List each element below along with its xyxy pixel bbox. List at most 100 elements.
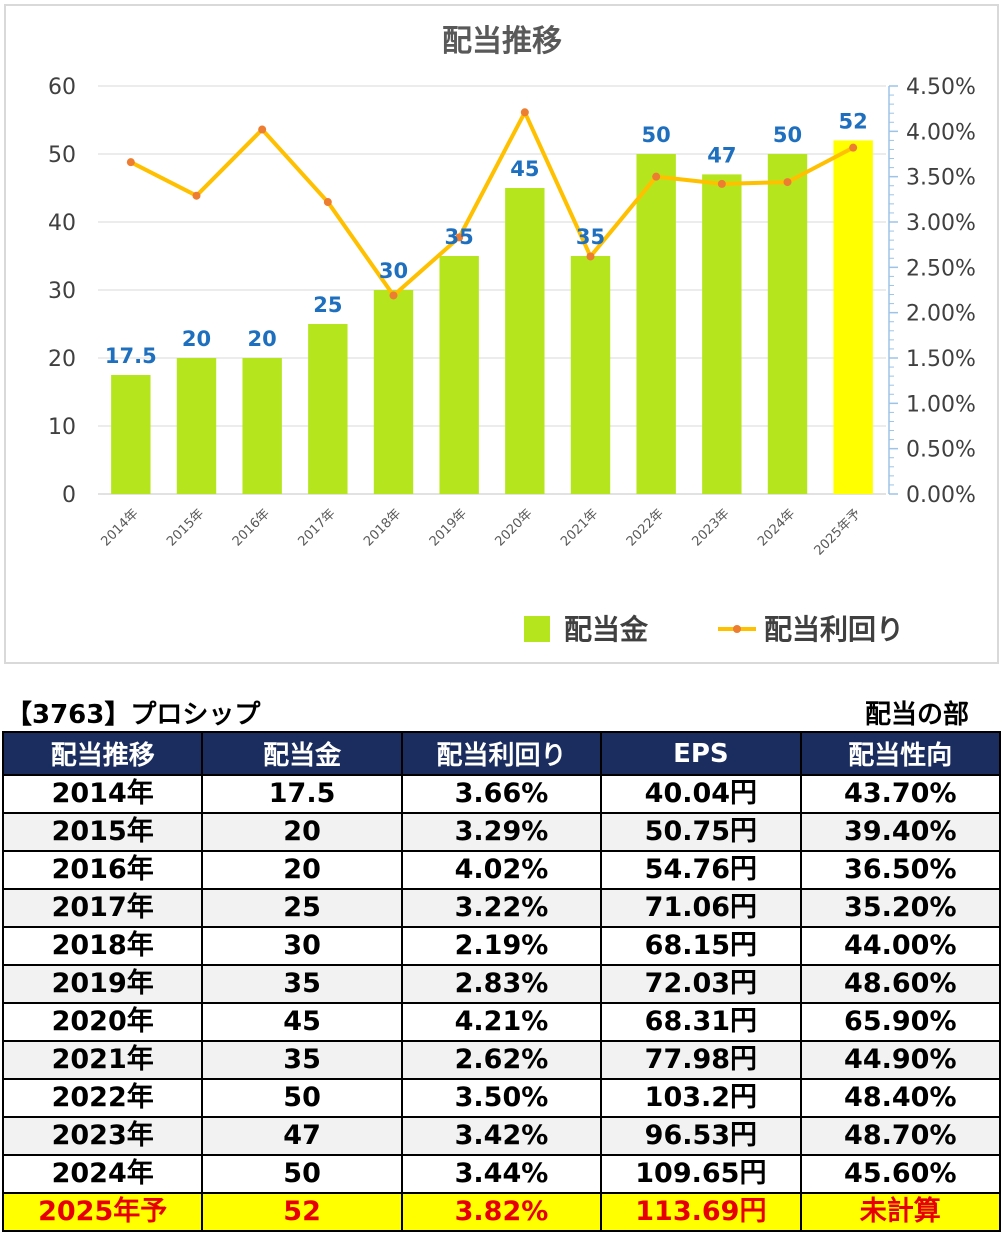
cell-year: 2021年 [1, 1040, 204, 1080]
cell-dividend: 35 [201, 964, 403, 1004]
cell-dividend: 20 [201, 850, 403, 890]
cell-year: 2016年 [1, 850, 204, 890]
cell-dividend: 25 [201, 888, 403, 928]
cell-yield: 3.29% [400, 812, 603, 852]
y-left-tick-label: 0 [62, 483, 76, 508]
cell-eps: 54.76円 [600, 850, 802, 890]
y-left-tick-label: 50 [48, 143, 76, 168]
cell-eps: 72.03円 [600, 964, 802, 1004]
bar [111, 375, 151, 494]
yield-point [192, 191, 201, 200]
cell-payout: 39.40% [799, 812, 1002, 852]
bar-data-label: 52 [839, 109, 868, 133]
y-left-tick-label: 40 [48, 211, 76, 236]
header-year: 配当推移 [1, 731, 204, 776]
cell-eps: 71.06円 [600, 888, 802, 928]
cell-year: 2022年 [1, 1078, 204, 1118]
cell-yield: 2.62% [400, 1040, 603, 1080]
cell-yield: 3.42% [400, 1116, 603, 1156]
x-tick-label: 2024年 [755, 506, 798, 549]
y-right-tick-label: 1.00% [906, 392, 976, 417]
cell-yield: 3.82% [400, 1192, 603, 1232]
cell-year: 2018年 [1, 926, 204, 966]
cell-eps: 68.31円 [600, 1002, 802, 1042]
header-dividend: 配当金 [201, 731, 403, 776]
bar-data-label: 25 [313, 293, 342, 317]
x-tick-label: 2017年 [295, 506, 338, 549]
bar-data-label: 45 [510, 157, 539, 181]
y-right-tick-label: 0.00% [906, 483, 976, 508]
cell-yield: 3.44% [400, 1154, 603, 1194]
yield-point [455, 233, 464, 242]
yield-point [520, 108, 529, 117]
table-row: 2016年 20 4.02% 54.76円 36.50% [1, 850, 1002, 890]
x-tick-label: 2023年 [689, 506, 732, 549]
cell-yield: 4.02% [400, 850, 603, 890]
cell-yield: 3.66% [400, 774, 603, 814]
x-tick-label: 2015年 [164, 506, 207, 549]
yield-point [652, 172, 661, 181]
x-tick-label: 2018年 [361, 506, 404, 549]
table-row-forecast: 2025年予 52 3.82% 113.69円 未計算 [1, 1192, 1002, 1232]
x-tick-label: 2025年予 [812, 506, 864, 558]
cell-payout: 48.60% [799, 964, 1002, 1004]
y-right-tick-label: 1.50% [906, 347, 976, 372]
bar [308, 324, 348, 494]
x-tick-label: 2014年 [98, 506, 141, 549]
cell-year: 2017年 [1, 888, 204, 928]
cell-dividend: 50 [201, 1154, 403, 1194]
table-body: 2014年 17.5 3.66% 40.04円 43.70% 2015年 20 3.29% 50… [1, 774, 1002, 1232]
cell-payout: 36.50% [799, 850, 1002, 890]
bar [439, 256, 479, 494]
cell-year: 2015年 [1, 812, 204, 852]
cell-dividend: 47 [201, 1116, 403, 1156]
cell-dividend: 35 [201, 1040, 403, 1080]
cell-year: 2025年予 [1, 1192, 204, 1232]
cell-year: 2020年 [1, 1002, 204, 1042]
x-tick-label: 2020年 [492, 506, 535, 549]
table-row: 2014年 17.5 3.66% 40.04円 43.70% [1, 774, 1002, 814]
y-right-tick-label: 0.50% [906, 438, 976, 463]
header-eps: EPS [600, 731, 802, 776]
cell-payout: 44.00% [799, 926, 1002, 966]
cell-eps: 77.98円 [600, 1040, 802, 1080]
y-right-tick-label: 3.50% [906, 166, 976, 191]
table-row: 2017年 25 3.22% 71.06円 35.20% [1, 888, 1002, 928]
cell-eps: 50.75円 [600, 812, 802, 852]
bar-data-label: 35 [445, 225, 474, 249]
table-row: 2023年 47 3.42% 96.53円 48.70% [1, 1116, 1002, 1156]
cell-payout: 45.60% [799, 1154, 1002, 1194]
bar [242, 358, 282, 494]
y-left-tick-label: 10 [48, 415, 76, 440]
legend-label-dividend: 配当金 [564, 613, 649, 646]
section-caption: 配当の部 [864, 700, 969, 730]
cell-payout: 48.70% [799, 1116, 1002, 1156]
x-tick-label: 2019年 [427, 506, 470, 549]
cell-payout: 48.40% [799, 1078, 1002, 1118]
y-right-tick-label: 3.00% [906, 211, 976, 236]
cell-payout: 43.70% [799, 774, 1002, 814]
y-left-tick-label: 30 [48, 279, 76, 304]
cell-yield: 2.19% [400, 926, 603, 966]
yield-point [783, 178, 792, 187]
chart-svg: 配当推移 0 10 20 30 40 50 60 0.00% 0.50% 1.00% 1.50% 2.0… [48, 24, 976, 646]
bar [570, 256, 611, 494]
bar-data-label: 50 [642, 123, 671, 147]
bar [702, 174, 742, 494]
legend-swatch-dividend [524, 616, 550, 642]
table-row: 2024年 50 3.44% 109.65円 45.60% [1, 1154, 1002, 1194]
legend-label-yield: 配当利回り [764, 613, 904, 646]
cell-year: 2014年 [1, 774, 204, 814]
bar [833, 140, 873, 494]
legend-marker-yield [733, 625, 741, 633]
header-payout: 配当性向 [799, 731, 1002, 776]
yield-point [389, 291, 398, 300]
y-right-tick-label: 2.00% [906, 302, 976, 327]
dividend-chart: 配当推移 0 10 20 30 40 50 60 0.00% 0.50% 1.00% 1.50% 2.0… [4, 4, 999, 664]
table-row: 2022年 50 3.50% 103.2円 48.40% [1, 1078, 1002, 1118]
yield-point [586, 252, 595, 261]
cell-dividend: 17.5 [201, 774, 403, 814]
bar-data-label: 47 [707, 143, 736, 167]
yield-point [717, 179, 726, 188]
bar [373, 290, 414, 494]
